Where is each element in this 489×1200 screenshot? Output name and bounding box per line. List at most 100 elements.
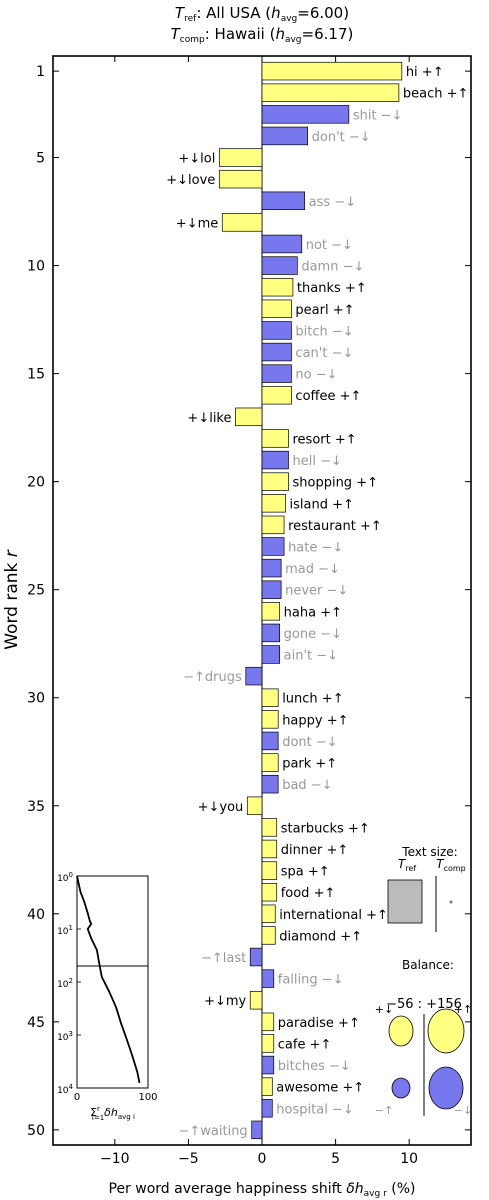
bar-last <box>249 947 263 967</box>
word-label-shopping: shopping +↑ <box>292 476 378 491</box>
text-size-comp-label: Tcomp <box>436 857 466 873</box>
bar-lol <box>218 148 263 167</box>
word-labels-layer: hi +↑ beach +↑shit −↓ don't −↓ +↓lol +↓love a… <box>166 65 468 1139</box>
inset-y-tick-label: 100 <box>57 871 73 884</box>
inset-y-tick-label: 102 <box>57 977 73 990</box>
bar-diamond <box>261 926 276 945</box>
chart-title-line-1: Tref: All USA (havg=6.00) <box>175 4 349 24</box>
bar-falling <box>261 969 275 988</box>
y-tick-label: 50 <box>27 1123 45 1139</box>
word-label-not: not −↓ <box>306 238 353 253</box>
text-size-panel: Text size: Tref Tcomp <box>387 845 466 932</box>
inset-y-tick-label: 104 <box>57 1083 73 1096</box>
word-label-dinner: dinner +↑ <box>281 843 349 858</box>
bar-starbucks <box>261 818 278 837</box>
x-tick-label: −5 <box>178 1151 199 1167</box>
word-label-hell: hell −↓ <box>292 454 341 469</box>
balance-title: Balance: <box>402 958 454 972</box>
bar-my <box>249 991 263 1010</box>
bar-hospital <box>261 1099 273 1118</box>
chart-title-line-2: Tcomp: Hawaii (havg=6.17) <box>171 25 354 45</box>
bar-hate <box>261 537 285 556</box>
bar-bad <box>261 774 279 794</box>
word-label-lol: +↓lol <box>178 152 215 167</box>
bar-dont <box>261 731 279 751</box>
bar-you <box>246 796 263 815</box>
bar-mad <box>261 558 282 578</box>
y-tick-label: 30 <box>27 691 45 707</box>
word-label-dont: dont −↓ <box>282 735 337 750</box>
bar-no <box>261 364 292 383</box>
y-tick-label: 35 <box>27 799 45 815</box>
word-label-pearl: pearl +↑ <box>295 303 354 318</box>
y-tick-label: 20 <box>27 475 45 491</box>
bar-spa <box>261 861 278 880</box>
y-tick-label: 1 <box>36 64 45 80</box>
bar-gone <box>261 623 281 643</box>
bar-ain't <box>261 645 281 664</box>
word-label-ass: ass −↓ <box>309 195 356 210</box>
x-tick-label: 10 <box>400 1151 418 1167</box>
inset-y-tick-label: 103 <box>57 1030 73 1043</box>
word-label-falling: falling −↓ <box>278 973 344 988</box>
bar-resort <box>261 429 289 448</box>
balance-circle-plus-up <box>427 1008 465 1054</box>
balance-quad-minus-down: −↓ <box>454 1104 472 1117</box>
bar-haha <box>261 602 281 621</box>
balance-circle-minus-down <box>428 1066 464 1110</box>
balance-quad-minus-up: −↑ <box>375 1104 393 1117</box>
bar-bitches <box>261 1055 275 1075</box>
word-label-park: park +↑ <box>282 757 337 772</box>
y-tick-label: 5 <box>36 151 45 167</box>
bar-restaurant <box>261 515 285 535</box>
bar-bitch <box>261 321 292 340</box>
word-label-bitch: bitch −↓ <box>295 324 353 339</box>
text-size-comp-box <box>449 900 453 904</box>
word-label-happy: happy +↑ <box>282 713 348 728</box>
bar-thanks <box>261 277 294 297</box>
balance-value: −56 : +156 <box>386 997 462 1012</box>
bar-pearl <box>261 299 292 319</box>
word-label-awesome: awesome +↑ <box>276 1081 364 1096</box>
y-tick-label: 40 <box>27 907 45 923</box>
word-label-bitches: bitches −↓ <box>278 1059 351 1074</box>
bar-drugs <box>245 666 263 686</box>
word-label-no: no −↓ <box>295 368 337 383</box>
bar-coffee <box>261 386 292 405</box>
bar-ass <box>261 191 306 210</box>
word-label-mad: mad −↓ <box>285 562 340 577</box>
word-label-my: +↓my <box>204 994 246 1009</box>
word-label-gone: gone −↓ <box>284 627 342 642</box>
bar-paradise <box>261 1012 275 1032</box>
inset-cumulative-curve <box>76 875 141 1084</box>
word-label-spa: spa +↑ <box>281 865 330 880</box>
y-axis-label: Word rank r <box>2 549 22 650</box>
bar-happy <box>261 710 279 729</box>
word-label-last: −↑last <box>201 951 246 966</box>
inset-y-tick-label: 101 <box>57 924 73 937</box>
word-label-lunch: lunch +↑ <box>282 692 343 707</box>
y-tick-label: 15 <box>27 367 45 383</box>
bar-international <box>261 904 276 924</box>
balance-circle-plus-down <box>388 1015 414 1047</box>
word-label-ain't: ain't −↓ <box>284 649 338 664</box>
word-label-waiting: −↑waiting <box>178 1124 247 1139</box>
bar-never <box>261 580 282 599</box>
word-label-coffee: coffee +↑ <box>295 389 361 404</box>
word-label-don't: don't −↓ <box>312 130 371 145</box>
bar-love <box>218 169 263 189</box>
bar-food <box>261 882 278 902</box>
balance-panel: Balance: −56 : +156 +↓ +↑ −↑ −↓ <box>375 958 472 1117</box>
word-label-restaurant: restaurant +↑ <box>288 519 382 534</box>
word-label-international: international +↑ <box>279 908 388 923</box>
word-label-like: +↓like <box>187 411 231 426</box>
x-tick-label: −10 <box>100 1151 130 1167</box>
word-label-resort: resort +↑ <box>292 432 356 447</box>
balance-quad-plus-up: +↑ <box>454 1003 472 1016</box>
word-label-cafe: cafe +↑ <box>278 1037 332 1052</box>
text-size-title: Text size: <box>401 845 457 859</box>
word-label-drugs: −↑drugs <box>183 670 242 685</box>
